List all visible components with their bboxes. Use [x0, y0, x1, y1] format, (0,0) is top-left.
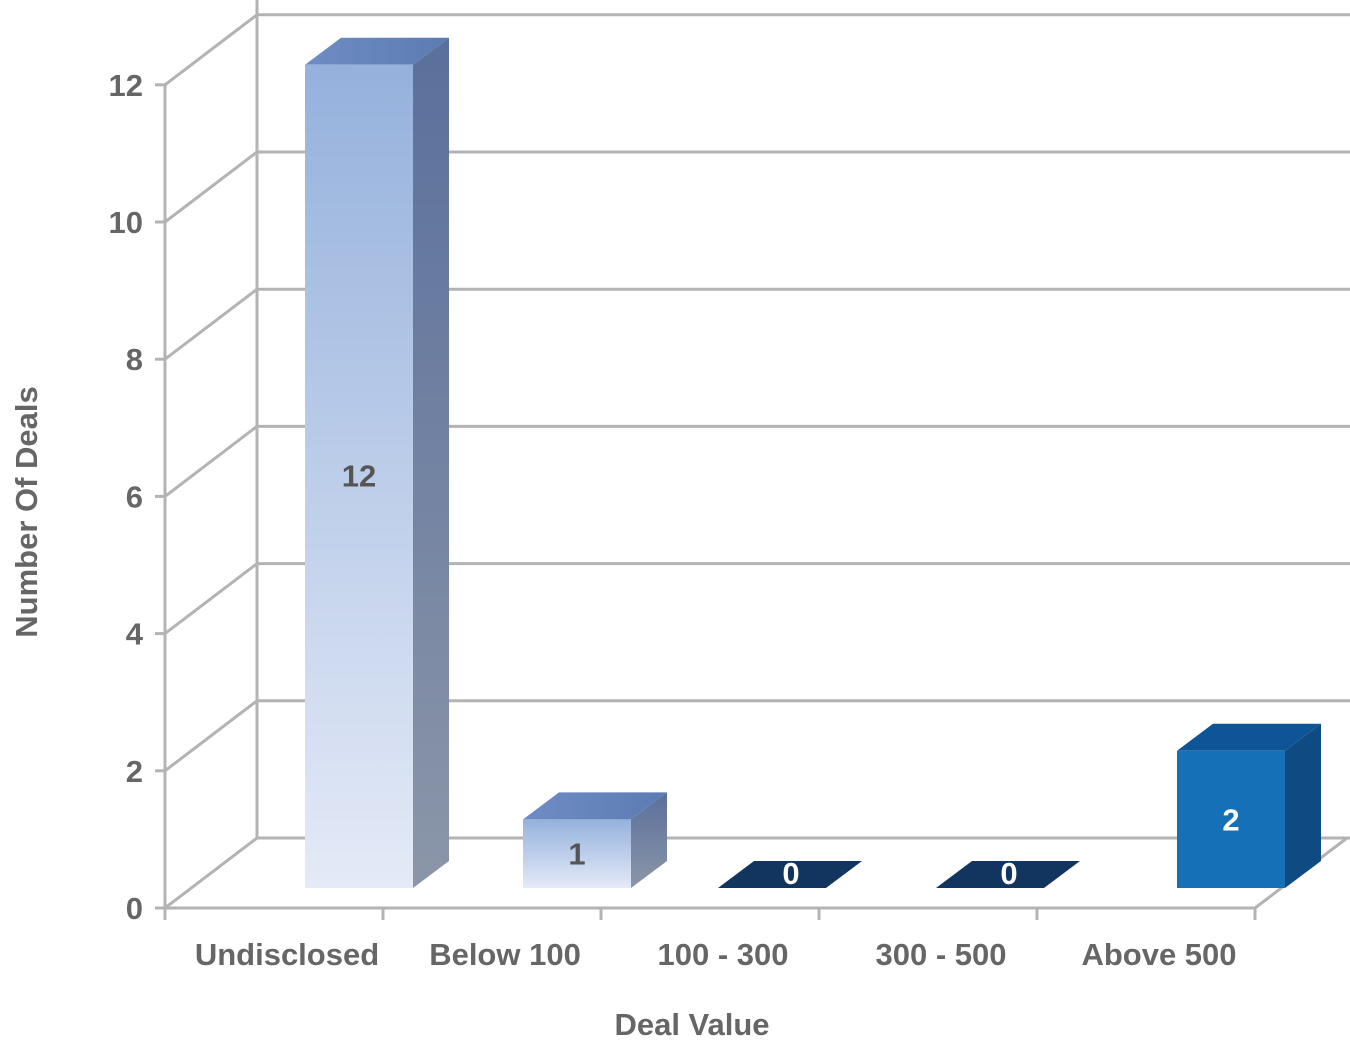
gridline-depth	[164, 836, 258, 910]
bar-top	[523, 792, 667, 820]
bar: 0	[936, 856, 1080, 891]
bar-top	[305, 37, 449, 65]
y-axis-ticks: 0 2 4 6 8 10 12	[109, 68, 165, 926]
data-label: 0	[1000, 856, 1017, 891]
y-axis-title: Number Of Deals	[9, 386, 44, 638]
y-tick-label: 4	[126, 617, 144, 652]
bar-front	[523, 819, 631, 888]
data-label: 0	[782, 856, 799, 891]
x-axis-ticks: Undisclosed Below 100 100 - 300 300 - 500 Ab…	[163, 908, 1257, 972]
bar-top	[718, 861, 862, 888]
x-category-label: Above 500	[1081, 937, 1236, 972]
gridline-depth	[164, 13, 258, 86]
data-label: 2	[1222, 802, 1239, 837]
bar-front	[305, 64, 413, 889]
x-category-label: 300 - 500	[876, 937, 1007, 972]
y-tick-label: 12	[109, 68, 143, 103]
gridline-depth	[164, 288, 258, 361]
data-label: 12	[342, 458, 376, 493]
bar-side	[631, 792, 667, 888]
bar-front	[1177, 750, 1285, 888]
bar: 0	[718, 856, 862, 891]
bar: 2	[1177, 723, 1321, 888]
y-tick-label: 10	[109, 205, 143, 240]
y-tick-label: 2	[126, 754, 143, 789]
data-label: 1	[568, 837, 585, 872]
gridline-depth	[164, 150, 258, 224]
bar: 12	[305, 37, 449, 889]
bar: 1	[523, 792, 667, 888]
x-axis-title: Deal Value	[614, 1007, 769, 1040]
bar-top	[936, 861, 1080, 888]
gridline-depth	[164, 562, 258, 635]
x-category-label: 100 - 300	[658, 937, 789, 972]
gridline-depth	[164, 699, 258, 772]
y-tick-label: 6	[126, 479, 143, 514]
y-tick-label: 0	[126, 891, 143, 926]
gridline-depth	[164, 425, 258, 498]
bars: 12 1 0 0 2	[305, 37, 1321, 891]
x-category-label: Undisclosed	[195, 937, 379, 972]
bar-top	[1177, 723, 1321, 751]
x-category-label: Below 100	[429, 937, 581, 972]
y-tick-label: 8	[126, 342, 143, 377]
bar-side	[1285, 723, 1321, 888]
bar-side	[413, 37, 449, 889]
